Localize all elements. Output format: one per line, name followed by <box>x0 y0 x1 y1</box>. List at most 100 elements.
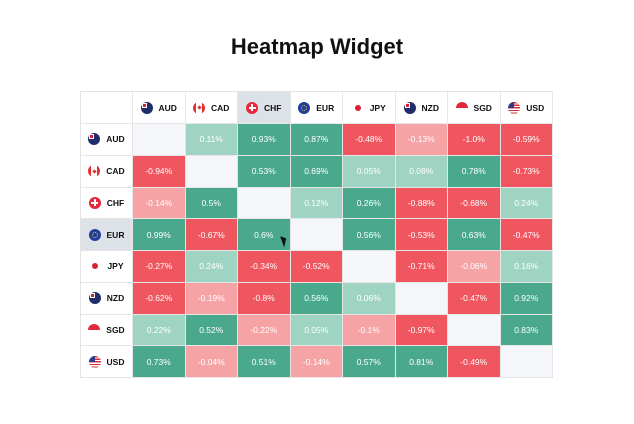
heatmap-cell[interactable]: 0.06% <box>343 282 396 315</box>
column-header-label: CHF <box>264 102 282 113</box>
heatmap-cell-empty[interactable] <box>343 251 396 283</box>
heatmap-cell[interactable]: 0.81% <box>395 346 448 378</box>
row-header-chf[interactable]: CHF <box>81 187 133 220</box>
heatmap-cell[interactable]: 0.93% <box>238 124 291 156</box>
heatmap-cell[interactable]: -0.67% <box>185 219 238 251</box>
heatmap-cell-empty[interactable] <box>185 155 238 188</box>
heatmap-cell-empty[interactable] <box>500 346 553 378</box>
heatmap-cell[interactable]: -0.88% <box>395 187 448 220</box>
column-header-label: EUR <box>316 102 335 113</box>
heatmap-cell-empty[interactable] <box>133 124 186 156</box>
heatmap-cell[interactable]: 0.56% <box>343 219 396 251</box>
row-header-label: USD <box>106 356 125 367</box>
heatmap-cell[interactable]: 0.87% <box>290 124 343 156</box>
heatmap-cell[interactable]: -0.97% <box>395 314 448 347</box>
column-header-label: SGD <box>473 102 492 113</box>
heatmap-cell-empty[interactable] <box>238 187 291 220</box>
column-header-usd[interactable]: USD <box>500 92 553 124</box>
heatmap-cell[interactable]: -1.0% <box>448 124 501 156</box>
heatmap-cell-empty[interactable] <box>448 314 501 347</box>
row-header-label: CHF <box>106 197 125 208</box>
heatmap-cell[interactable]: 0.05% <box>343 155 396 188</box>
heatmap-cell[interactable]: 0.12% <box>290 187 343 220</box>
heatmap-cell[interactable]: -0.49% <box>448 346 501 378</box>
heatmap-cell[interactable]: -0.94% <box>133 155 186 188</box>
heatmap-cell[interactable]: 0.11% <box>185 124 238 156</box>
heatmap-cell[interactable]: 0.56% <box>290 282 343 315</box>
switzerland-flag-icon <box>88 196 101 209</box>
australia-flag-icon <box>140 101 153 114</box>
eu-flag-icon <box>298 101 311 114</box>
heatmap-cell[interactable]: -0.27% <box>133 251 186 283</box>
heatmap-cell[interactable]: -0.1% <box>343 314 396 347</box>
heatmap-cell[interactable]: 0.53% <box>238 155 291 188</box>
heatmap-cell[interactable]: 0.69% <box>290 155 343 188</box>
row-header-sgd[interactable]: SGD <box>81 314 133 347</box>
column-header-aud[interactable]: AUD <box>133 92 186 124</box>
column-header-eur[interactable]: EUR <box>290 92 343 124</box>
heatmap-cell[interactable]: -0.04% <box>185 346 238 378</box>
heatmap-cell[interactable]: 0.24% <box>185 251 238 283</box>
heatmap-cell[interactable]: -0.62% <box>133 282 186 315</box>
heatmap-cell[interactable]: -0.59% <box>500 124 553 156</box>
heatmap-cell[interactable]: 0.24% <box>500 187 553 220</box>
row-header-label: NZD <box>106 293 125 304</box>
heatmap-cell[interactable]: 0.26% <box>343 187 396 220</box>
row-header-usd[interactable]: USD <box>81 346 133 378</box>
heatmap-cell[interactable]: -0.53% <box>395 219 448 251</box>
heatmap-cell[interactable]: -0.73% <box>500 155 553 188</box>
column-header-label: USD <box>526 102 545 113</box>
column-header-sgd[interactable]: SGD <box>448 92 501 124</box>
heatmap-cell[interactable]: -0.8% <box>238 282 291 315</box>
heatmap-cell[interactable]: -0.14% <box>290 346 343 378</box>
usa-flag-icon <box>88 355 101 368</box>
heatmap-cell[interactable]: -0.19% <box>185 282 238 315</box>
widget-title: Heatmap Widget <box>230 34 404 59</box>
grid-corner <box>81 92 133 124</box>
heatmap-cell-empty[interactable] <box>395 282 448 315</box>
row-header-label: JPY <box>107 261 124 272</box>
heatmap-cell[interactable]: 0.5% <box>185 187 238 220</box>
row-header-eur[interactable]: EUR <box>81 219 133 251</box>
heatmap-cell[interactable]: -0.14% <box>133 187 186 220</box>
heatmap-cell[interactable]: -0.48% <box>343 124 396 156</box>
row-header-label: SGD <box>106 324 125 335</box>
heatmap-cell[interactable]: -0.34% <box>238 251 291 283</box>
row-header-aud[interactable]: AUD <box>81 124 133 156</box>
heatmap-cell[interactable]: 0.92% <box>500 282 553 315</box>
column-header-chf[interactable]: CHF <box>238 92 291 124</box>
heatmap-cell[interactable]: 0.05% <box>290 314 343 347</box>
heatmap-cell[interactable]: -0.47% <box>448 282 501 315</box>
column-header-nzd[interactable]: NZD <box>395 92 448 124</box>
heatmap-cell[interactable]: 0.08% <box>395 155 448 188</box>
heatmap-cell[interactable]: 0.73% <box>133 346 186 378</box>
heatmap-cell[interactable]: 0.78% <box>448 155 501 188</box>
heatmap-cell[interactable]: 0.52% <box>185 314 238 347</box>
row-header-cad[interactable]: CAD <box>81 155 133 188</box>
heatmap-cell[interactable]: -0.47% <box>500 219 553 251</box>
heatmap-cell[interactable]: -0.68% <box>448 187 501 220</box>
heatmap-cell[interactable]: 0.22% <box>133 314 186 347</box>
heatmap-cell[interactable]: -0.06% <box>448 251 501 283</box>
australia-flag-icon <box>88 133 101 146</box>
heatmap-cell[interactable]: -0.13% <box>395 124 448 156</box>
heatmap-cell[interactable]: 0.57% <box>343 346 396 378</box>
usa-flag-icon <box>508 101 521 114</box>
column-header-jpy[interactable]: JPY <box>343 92 396 124</box>
heatmap-cell[interactable]: 0.6% <box>238 219 291 251</box>
heatmap-cell[interactable]: -0.22% <box>238 314 291 347</box>
heatmap-cell-empty[interactable] <box>290 219 343 251</box>
heatmap-cell[interactable]: 0.51% <box>238 346 291 378</box>
heatmap-cell[interactable]: 0.83% <box>500 314 553 347</box>
row-header-nzd[interactable]: NZD <box>81 282 133 315</box>
column-header-cad[interactable]: CAD <box>185 92 238 124</box>
heatmap-cell[interactable]: -0.71% <box>395 251 448 283</box>
heatmap-grid: AUD CAD CHF EUR JPY NZD SGD USD AUD 0.11% 0.93% 0.8… <box>80 91 553 378</box>
heatmap-cell[interactable]: 0.16% <box>500 251 553 283</box>
heatmap-cell[interactable]: 0.99% <box>133 219 186 251</box>
canada-flag-icon <box>193 101 206 114</box>
row-header-jpy[interactable]: JPY <box>81 251 133 283</box>
eu-flag-icon <box>88 228 101 241</box>
heatmap-cell[interactable]: -0.52% <box>290 251 343 283</box>
heatmap-cell[interactable]: 0.63% <box>448 219 501 251</box>
